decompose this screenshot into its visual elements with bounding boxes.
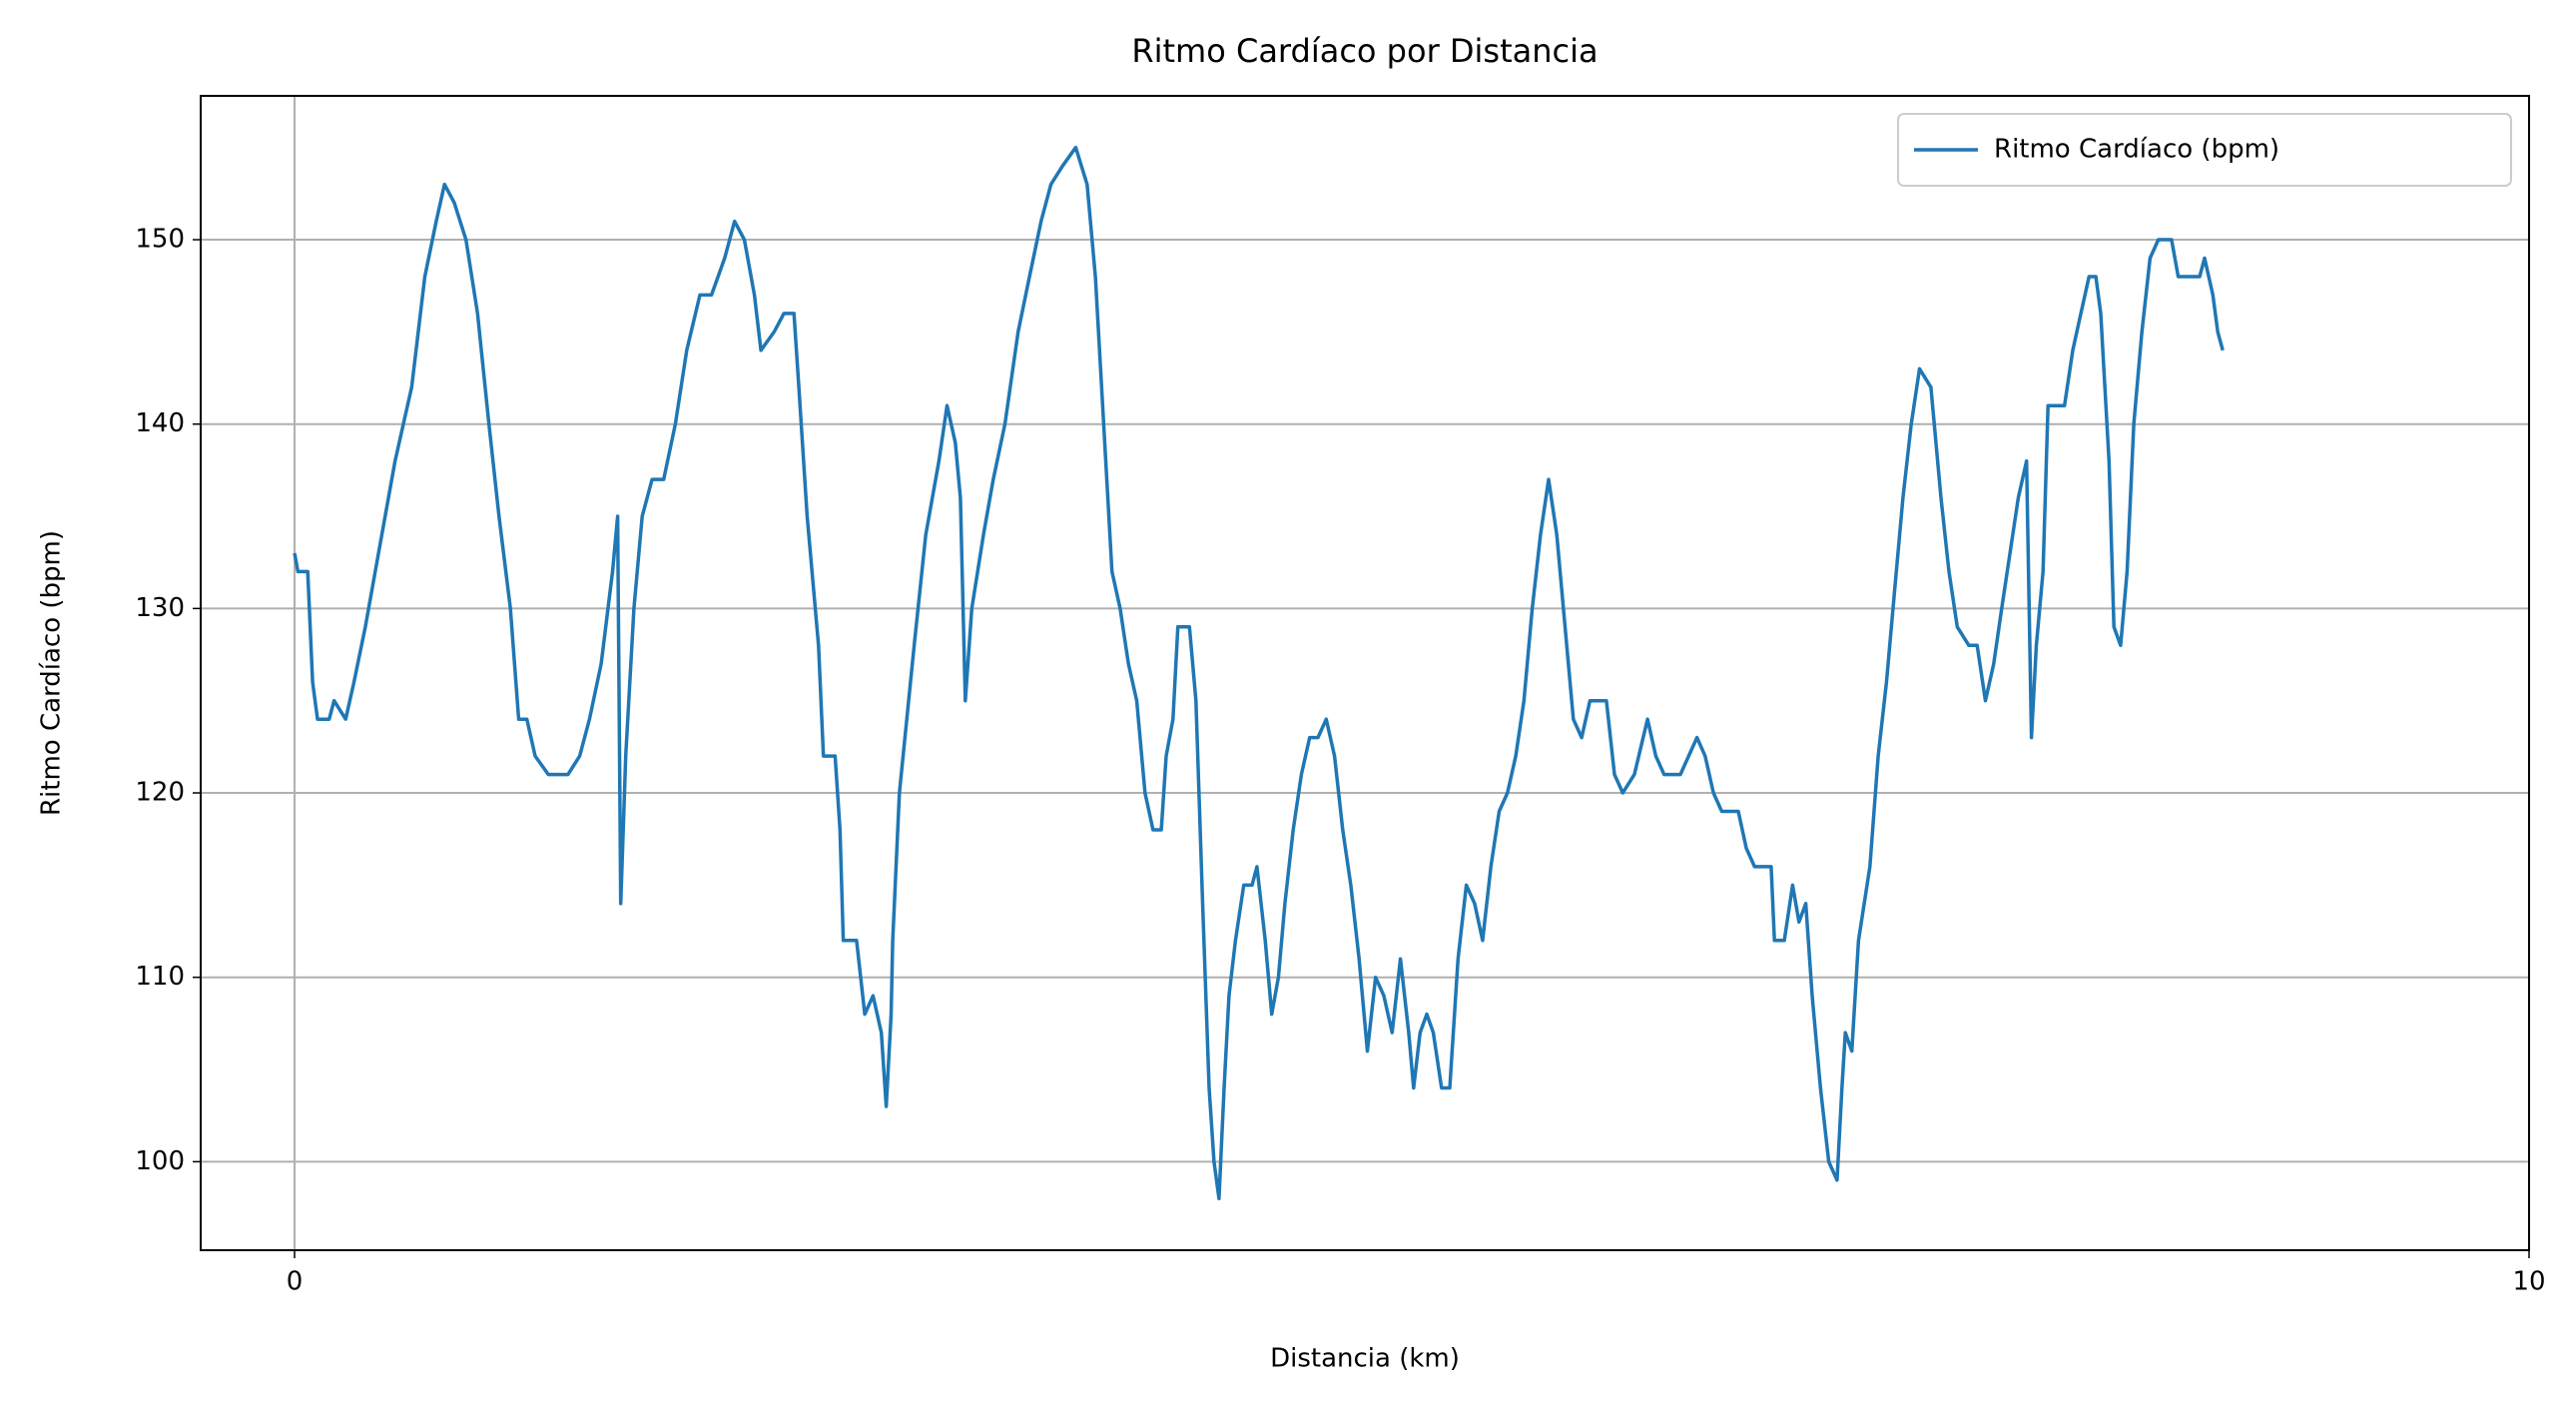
chart-title: Ritmo Cardíaco por Distancia [1131,32,1598,70]
y-tick-label: 120 [135,778,185,808]
x-tick-label: 0 [287,1267,304,1297]
legend-box [1897,113,2512,187]
y-tick-label: 110 [135,962,185,992]
x-tick-label: 10 [2512,1267,2545,1297]
data-line [293,145,2225,1201]
legend-label: Ritmo Cardíaco (bpm) [1994,135,2279,165]
plot-frame [200,95,2530,1251]
y-tick-label: 100 [135,1146,185,1176]
y-axis-label: Ritmo Cardíaco (bpm) [37,530,67,816]
y-tick-label: 150 [135,225,185,255]
y-tick-label: 140 [135,408,185,438]
x-axis-label: Distancia (km) [1270,1344,1460,1374]
y-tick-label: 130 [135,593,185,623]
